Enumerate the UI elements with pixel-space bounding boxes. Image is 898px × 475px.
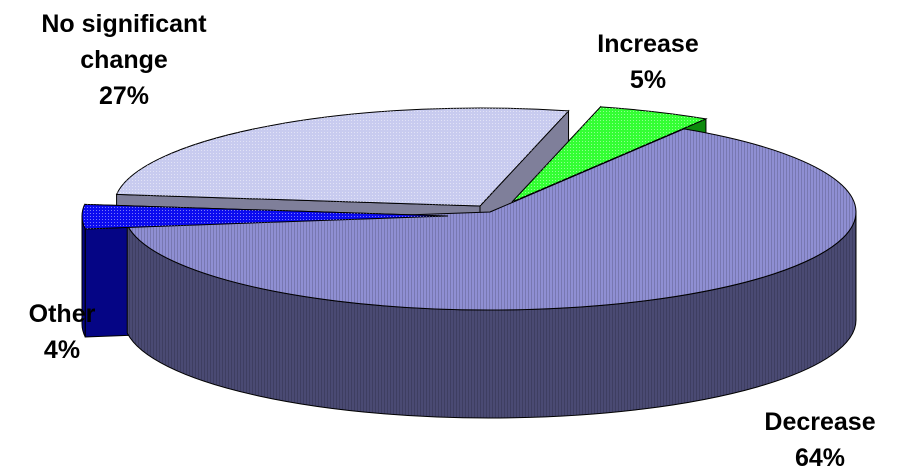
pie-slice-texture bbox=[116, 107, 569, 206]
pie-side-texture bbox=[127, 212, 857, 419]
slice-label-decrease: Decrease 64% bbox=[764, 408, 875, 472]
slice-name: Other bbox=[29, 300, 96, 328]
slice-name: change bbox=[80, 46, 168, 74]
slice-name: Decrease bbox=[764, 408, 875, 436]
slice-percent: 64% bbox=[795, 444, 845, 472]
pie-slice-texture bbox=[512, 106, 706, 202]
slice-label-no-significant-change: No significant change 27% bbox=[41, 10, 207, 110]
slice-percent: 5% bbox=[630, 66, 666, 94]
pie-tops bbox=[81, 106, 857, 311]
slice-percent: 4% bbox=[44, 336, 80, 364]
pie-labels: Decrease 64% Other 4% No significant change 27… bbox=[29, 10, 876, 472]
slice-percent: 27% bbox=[99, 82, 149, 110]
slice-label-other: Other 4% bbox=[29, 300, 96, 364]
slice-name: Increase bbox=[597, 30, 699, 58]
slice-label-increase: Increase 5% bbox=[597, 30, 699, 94]
pie-slice-texture bbox=[127, 128, 856, 310]
pie-slice-texture bbox=[82, 204, 449, 229]
pie-side-texture bbox=[82, 216, 86, 337]
slice-name: No significant bbox=[41, 10, 207, 38]
